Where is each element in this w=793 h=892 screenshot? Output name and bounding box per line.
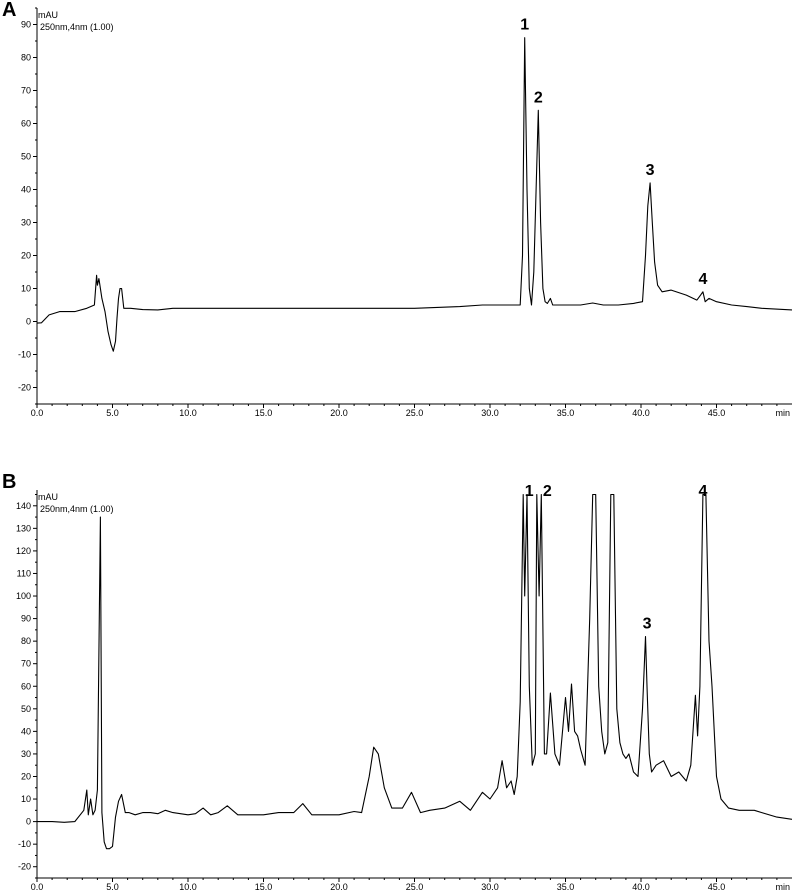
x-tick-label: 30.0: [481, 882, 499, 892]
x-tick-label: 40.0: [632, 882, 650, 892]
peak-label-4: 4: [698, 483, 707, 500]
panel-label: A: [2, 0, 16, 21]
y-tick-label: 80: [21, 636, 31, 646]
x-tick-label: 20.0: [330, 882, 348, 892]
y-tick-label: -10: [18, 350, 31, 360]
x-tick-label: 15.0: [255, 408, 273, 418]
y-tick-label: 120: [16, 546, 31, 556]
peak-label-3: 3: [643, 616, 652, 633]
peak-label-1: 1: [525, 483, 534, 500]
x-tick-label: 0.0: [31, 408, 44, 418]
y-tick-label: -20: [18, 383, 31, 393]
x-tick-label: 20.0: [330, 408, 348, 418]
x-tick-label: 0.0: [31, 882, 44, 892]
y-tick-label: 110: [17, 568, 31, 578]
x-tick-label: 25.0: [406, 882, 424, 892]
y-tick-label: 0: [26, 817, 31, 827]
x-tick-label: 30.0: [481, 408, 499, 418]
y-tick-label: 70: [21, 86, 31, 96]
y-tick-label: 130: [16, 523, 31, 533]
y-tick-label: 30: [21, 749, 31, 759]
x-tick-label: 5.0: [106, 882, 119, 892]
x-tick-label: 15.0: [255, 882, 273, 892]
y-tick-label: 100: [16, 591, 31, 601]
peak-label-3: 3: [646, 162, 655, 179]
peak-label-4: 4: [698, 271, 707, 288]
x-tick-label: 10.0: [179, 882, 197, 892]
x-axis-label: min: [775, 408, 790, 418]
y-tick-label: 90: [21, 614, 31, 624]
y-tick-label: 50: [21, 704, 31, 714]
peak-label-1: 1: [520, 17, 529, 34]
x-tick-label: 5.0: [106, 408, 119, 418]
y-tick-label: -20: [18, 862, 31, 872]
y-tick-label: 40: [21, 185, 31, 195]
x-axis-label: min: [775, 882, 790, 892]
y-tick-label: 50: [21, 152, 31, 162]
x-tick-label: 45.0: [708, 408, 726, 418]
panel-label: B: [2, 471, 16, 493]
y-tick-label: 60: [21, 119, 31, 129]
y-tick-label: 90: [21, 20, 31, 30]
x-tick-label: 10.0: [179, 408, 197, 418]
y-tick-label: 10: [21, 284, 31, 294]
y-tick-label: 10: [21, 794, 31, 804]
x-tick-label: 40.0: [632, 408, 650, 418]
y-unit-label: mAU: [38, 10, 58, 20]
x-tick-label: 25.0: [406, 408, 424, 418]
y-tick-label: 20: [21, 251, 31, 261]
y-tick-label: 0: [26, 317, 31, 327]
x-tick-label: 35.0: [557, 882, 575, 892]
y-unit-label: mAU: [38, 492, 58, 502]
peak-label-2: 2: [534, 89, 543, 106]
peak-label-2: 2: [543, 483, 552, 500]
wavelength-label: 250nm,4nm (1.00): [40, 504, 114, 514]
wavelength-label: 250nm,4nm (1.00): [40, 22, 114, 32]
y-tick-label: 70: [21, 659, 31, 669]
y-tick-label: 30: [21, 218, 31, 228]
y-tick-label: 80: [21, 53, 31, 63]
chromatogram-trace: [37, 493, 792, 850]
x-tick-label: 45.0: [708, 882, 726, 892]
x-tick-label: 35.0: [557, 408, 575, 418]
y-tick-label: 60: [21, 681, 31, 691]
y-tick-label: 20: [21, 771, 31, 781]
y-tick-label: -10: [18, 839, 31, 849]
y-tick-label: 40: [21, 726, 31, 736]
y-tick-label: 140: [16, 501, 31, 511]
chromatogram-trace: [37, 37, 792, 352]
